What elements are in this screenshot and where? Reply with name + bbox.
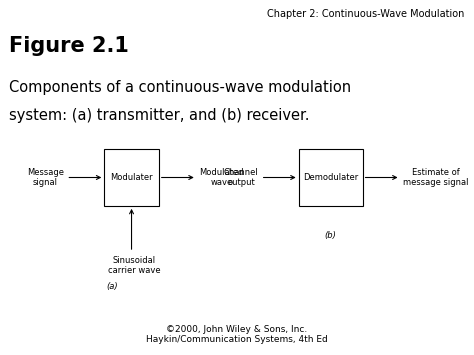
Text: Figure 2.1: Figure 2.1 <box>9 36 129 55</box>
Text: Components of a continuous-wave modulation: Components of a continuous-wave modulati… <box>9 80 352 95</box>
Text: Channel
output: Channel output <box>224 168 258 187</box>
Text: Estimate of
message signal: Estimate of message signal <box>403 168 468 187</box>
Bar <box>299 149 363 206</box>
Text: (a): (a) <box>107 282 118 291</box>
Bar <box>104 149 159 206</box>
Text: Message
signal: Message signal <box>27 168 64 187</box>
Text: system: (a) transmitter, and (b) receiver.: system: (a) transmitter, and (b) receive… <box>9 108 310 123</box>
Text: ©2000, John Wiley & Sons, Inc.
Haykin/Communication Systems, 4th Ed: ©2000, John Wiley & Sons, Inc. Haykin/Co… <box>146 325 328 344</box>
Text: Modulated
wave: Modulated wave <box>199 168 244 187</box>
Text: (b): (b) <box>325 231 337 240</box>
Text: Modulater: Modulater <box>110 173 153 182</box>
Text: Sinusoidal
carrier wave: Sinusoidal carrier wave <box>108 256 160 275</box>
Text: Chapter 2: Continuous-Wave Modulation: Chapter 2: Continuous-Wave Modulation <box>267 9 465 19</box>
Text: Demodulater: Demodulater <box>303 173 358 182</box>
